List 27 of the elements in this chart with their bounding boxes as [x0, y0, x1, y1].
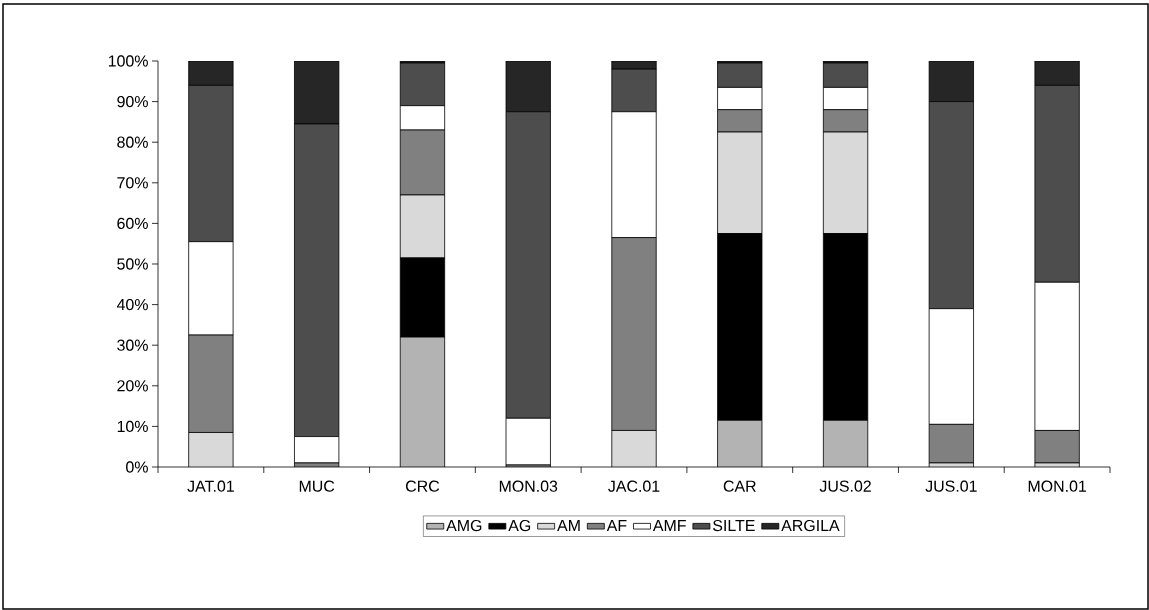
y-tick-label: 0% [126, 461, 148, 473]
x-tick-label: MUC [299, 480, 335, 492]
y-tick-label: 30% [117, 339, 148, 351]
legend-label: AF [606, 519, 627, 531]
x-tick-label: JUS.02 [819, 480, 871, 492]
x-tick-label: JAT.01 [187, 480, 234, 492]
x-tick-label: MON.03 [499, 480, 558, 492]
y-tick-label: 80% [117, 136, 148, 148]
y-tick-label: 20% [117, 380, 148, 392]
x-tick-label: CAR [723, 480, 756, 492]
y-tick-label: 90% [117, 95, 148, 108]
y-tick-label: 60% [117, 217, 148, 230]
y-tick-label: 70% [117, 177, 148, 189]
legend-label: SILTE [713, 519, 755, 532]
x-tick-label: CRC [405, 480, 440, 492]
y-tick-label: 40% [116, 298, 148, 311]
y-tick-label: 50% [117, 258, 148, 270]
x-tick-label: JUS.01 [925, 480, 977, 492]
legend-label: ARGILA [781, 519, 840, 532]
y-tick-label: 10% [117, 420, 148, 433]
legend-label: AMG [446, 519, 482, 532]
x-tick-label: MON.01 [1028, 480, 1086, 492]
legend-label: AG [508, 519, 531, 532]
legend-label: AM [557, 519, 580, 531]
y-tick-label: 100% [108, 55, 148, 67]
legend-label: AMF [652, 519, 686, 531]
x-tick-label: JAC.01 [608, 480, 660, 492]
